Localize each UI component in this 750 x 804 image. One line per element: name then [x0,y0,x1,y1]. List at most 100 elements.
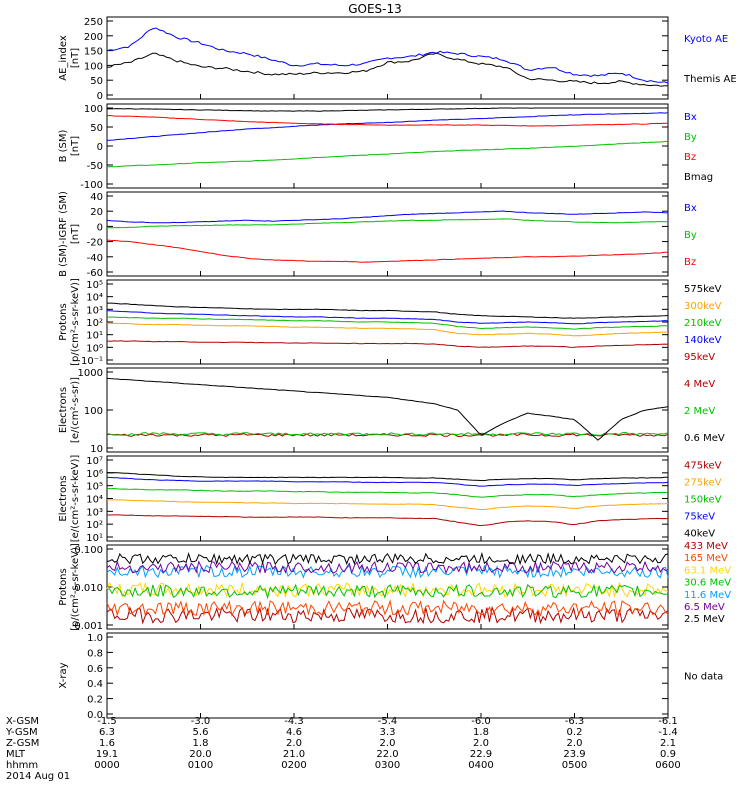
ylabel-line1: X-ray [58,662,69,688]
legend-entry: 475keV [684,461,722,472]
ytick-label: 10² [86,520,103,531]
series-line-electrons1-1 [106,431,669,437]
series-line-electrons2-1 [106,499,669,511]
series-line-ae-0 [106,27,669,84]
bottom-row-value: 1.8 [473,727,489,738]
bottom-row-value: -6.0 [471,716,491,727]
ytick-label: 0.2 [87,695,103,706]
legend-entry: 11.6 MeV [684,590,731,601]
ylabel-line2: [e/(cm²-s-sr)] [70,377,81,443]
series-line-protons1-2 [107,316,669,330]
bottom-row-value: -1.5 [97,716,117,727]
ytick-label: 100 [84,104,103,115]
legend-entry: 30.6 MeV [684,578,731,589]
ytick-label: 1.0 [87,633,103,644]
ytick-label: 0 [97,142,103,153]
series-line-bsm-0 [106,112,669,141]
ytick-label: 150 [84,47,103,58]
series-line-protons1-0 [107,302,669,319]
bottom-row-value: 20.0 [189,749,211,760]
series-line-electrons2-0 [106,514,669,527]
series-line-electrons1-2 [106,377,669,441]
ytick-label: -20 [87,238,103,249]
legend-entry: 2 MeV [684,406,715,417]
ylabel-line1: B (SM)-IGRF (SM) [58,191,69,277]
ytick-label: 0.8 [87,648,103,659]
legend-entry: Bx [684,203,697,214]
bottom-row-value: 1.6 [99,738,115,749]
ytick-label: 10³ [86,305,103,316]
legend-entry: 210keV [684,318,722,329]
bottom-row-label: hhmm [6,760,38,771]
no-data-note: No data [684,672,723,683]
bottom-row-label: X-GSM [6,716,39,727]
bottom-row-value: 2.0 [380,738,396,749]
ytick-label: 100 [84,61,103,72]
series-line-electrons2-4 [106,472,668,482]
ylabel-line1: Electrons [58,387,69,433]
bottom-row-label: Z-GSM [6,738,39,749]
legend-entry: Bx [684,112,697,123]
ytick-label: 200 [84,32,103,43]
ytick-label: 250 [84,17,103,28]
legend-entry: 40keV [684,529,715,540]
panel-frame-electrons2 [106,455,669,542]
series-line-protons2-0 [106,605,669,625]
ytick-label: 10³ [86,507,103,518]
series-line-protons1-1 [106,322,669,337]
legend-entry: 575keV [684,284,722,295]
ytick-label: 0.001 [74,621,103,632]
bottom-row-value: 0500 [562,760,587,771]
series-line-bsm-1 [106,140,669,168]
ytick-label: 0.010 [74,583,103,594]
ytick-label: 10⁻¹ [81,356,103,367]
ytick-label: 10⁴ [86,495,103,506]
bottom-row-value: -6.1 [658,716,678,727]
legend-entry: Bmag [684,172,713,183]
legend-entry: 6.5 MeV [684,602,725,613]
bottom-row-value: 0200 [281,760,306,771]
ytick-label: 0 [97,91,103,102]
panel-frame-electrons1 [106,367,669,453]
bottom-row-value: 2.0 [567,738,583,749]
legend-entry: 0.6 MeV [684,433,725,444]
bottom-row-value: 21.0 [283,749,305,760]
series-line-bigrf-2 [106,239,669,263]
bottom-row-value: -1.4 [658,727,678,738]
bottom-row-value: -5.4 [378,716,398,727]
panel-bigrf: 40 20 0 -20 -40 -60 B (SM)-IGRF (SM) [nT] Bx By Bz [58,191,697,279]
series-line-protons2-5 [106,560,669,575]
bottom-row-value: 1.8 [193,738,209,749]
bottom-row-value: 0400 [468,760,493,771]
ylabel-line1: AE_index [58,35,69,81]
bottom-row-value: 2.0 [286,738,302,749]
ytick-label: 10⁷ [86,456,103,467]
ytick-label: 0.4 [87,679,103,690]
legend-entry: Themis AE [683,74,737,85]
bottom-row-value: 0.9 [660,749,676,760]
ytick-label: 10² [86,318,103,329]
ytick-label: 20 [90,207,103,218]
bottom-row-value: 0600 [655,760,680,771]
ytick-label: -40 [87,253,103,264]
ytick-label: 10⁴ [86,293,103,304]
bottom-row-value: 23.9 [563,749,585,760]
panel-electrons1: 1000 100 10 Electrons [e/(cm²-s-sr)] 4 MeV 2 M… [58,367,725,455]
ylabel-line2: [p/(cm²-s-sr-keV)] [70,278,81,366]
legend-entry: 150keV [684,495,722,506]
bottom-row-value: -6.3 [565,716,585,727]
bottom-row-value: -3.0 [191,716,211,727]
bottom-row-value: 2.1 [660,738,676,749]
legend-entry: Bz [684,152,696,163]
legend-entry: 165 MeV [684,553,728,564]
ytick-label: 50 [90,76,103,87]
ytick-label: 10 [90,444,103,455]
ylabel-line1: Electrons [58,475,69,521]
ylabel-line2: [p/(cm²-s-sr-keV)] [70,543,81,631]
legend-entry: 63.1 MeV [684,565,731,576]
panel-ae: 250 200 150 100 50 0 AE_index [nT] Kyoto AE Themi… [58,16,737,102]
